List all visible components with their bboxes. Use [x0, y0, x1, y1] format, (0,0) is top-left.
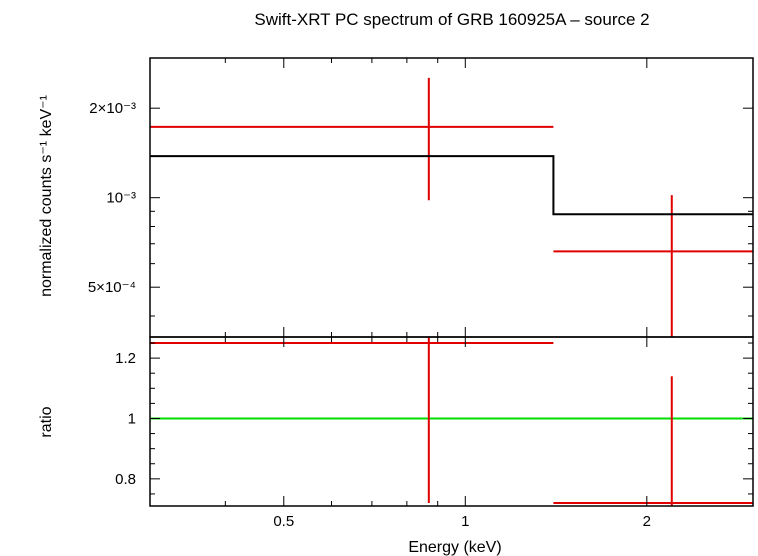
ratio-panel-ytick-label-1: 0.8: [115, 471, 136, 488]
ratio-panel-y-axis-label: ratio: [38, 406, 55, 437]
plot-area: 5×10⁻⁴ 10⁻³ 2×10⁻³ 0.8 1 1.2 0.5 1 2: [88, 57, 754, 530]
x-axis-label: Energy (keV): [408, 539, 501, 556]
spectrum-panel-model-step-line: [150, 155, 753, 216]
chart-title: Swift-XRT PC spectrum of GRB 160925A – s…: [254, 10, 649, 29]
spectrum-panel-ytick-label-2: 10⁻³: [106, 190, 136, 207]
ratio-panel-frame: [149, 336, 754, 507]
spectrum-panel-ytick-label-3: 2×10⁻³: [89, 100, 136, 117]
ratio-panel-ytick-label-3: 1.2: [115, 350, 136, 367]
xtick-label-2: 1: [461, 513, 469, 530]
top-panel-y-axis-label: normalized counts s⁻¹ keV⁻¹: [38, 95, 55, 297]
spectrum-panel-frame: [149, 57, 754, 338]
xtick-label-3: 2: [643, 513, 651, 530]
xtick-label-1: 0.5: [273, 513, 294, 530]
ratio-panel-ytick-label-2: 1: [128, 410, 136, 427]
spectrum-panel-ytick-label-1: 5×10⁻⁴: [88, 279, 136, 296]
